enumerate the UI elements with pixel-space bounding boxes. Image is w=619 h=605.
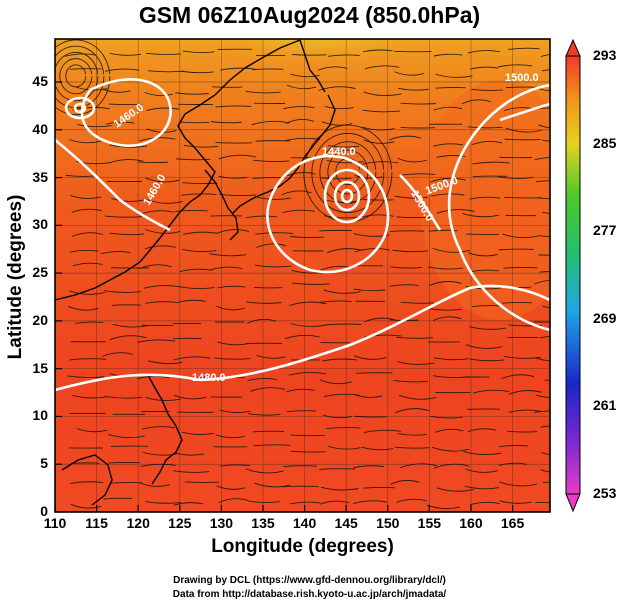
- coastline-korea: [204, 169, 239, 241]
- warm-patch-east: [420, 80, 550, 320]
- y-tick-label: 35: [32, 168, 48, 185]
- colorbar-top-arrow: [565, 38, 581, 57]
- y-tick-label: 20: [32, 311, 48, 328]
- x-tick-label: 120: [126, 515, 150, 531]
- contour-label-1480: 1480.0: [192, 372, 226, 384]
- x-axis-label: Longitude (degrees): [211, 536, 394, 557]
- contour-label-1440: 1440.0: [322, 146, 356, 158]
- y-tick-label: 45: [32, 73, 48, 89]
- x-tick-label: 115: [85, 515, 108, 531]
- colorbar-bottom-arrow: [565, 493, 581, 513]
- coastline-borneo: [61, 454, 113, 506]
- x-tick-label: 155: [417, 515, 442, 531]
- x-tick-label: 145: [334, 515, 358, 531]
- credit-drawing: Drawing by DCL (https://www.gfd-dennou.o…: [173, 575, 446, 586]
- y-tick-label: 0: [40, 503, 48, 519]
- y-tick-label: 5: [40, 455, 48, 472]
- y-tick-label: 25: [32, 264, 48, 281]
- y-tick-label: 15: [32, 359, 48, 376]
- x-tick-label: 110: [43, 515, 67, 531]
- plot-frame: [54, 38, 551, 513]
- height-contours: [55, 78, 550, 392]
- x-tick-label: 135: [251, 515, 275, 531]
- y-tick-label: 40: [32, 120, 48, 137]
- coastline-japan: [231, 39, 336, 215]
- colorbar: [565, 55, 581, 495]
- x-tick-label: 165: [500, 515, 525, 531]
- colorbar-tick-label: 269: [593, 309, 617, 326]
- contour-label-1500-c: 1500.0: [505, 72, 539, 84]
- credit-data: Data from http://database.rish.kyoto-u.a…: [172, 589, 447, 600]
- colorbar-tick-label: 261: [593, 397, 617, 414]
- map-title: GSM 06Z10Aug2024 (850.0hPa): [138, 2, 481, 28]
- y-tick-label: 10: [32, 407, 48, 424]
- y-tick-label: 30: [32, 216, 48, 233]
- grid: [55, 39, 550, 512]
- x-tick-label: 160: [459, 515, 483, 531]
- colorbar-tick-label: 277: [593, 222, 617, 239]
- streamlines: [55, 39, 550, 510]
- x-tick-label: 125: [168, 515, 192, 531]
- colorbar-tick-label: 253: [593, 485, 617, 501]
- x-tick-label: 150: [376, 515, 400, 531]
- y-axis-label: Latitude (degrees): [5, 194, 26, 360]
- x-tick-label: 140: [292, 515, 317, 531]
- colorbar-tick-label: 293: [593, 47, 617, 63]
- x-tick-label: 130: [209, 515, 234, 531]
- axis-tick-marks: [54, 81, 514, 513]
- coastline-philippines: [147, 374, 183, 485]
- colorbar-tick-label: 285: [593, 134, 617, 151]
- cool-patch-north: [230, 39, 410, 75]
